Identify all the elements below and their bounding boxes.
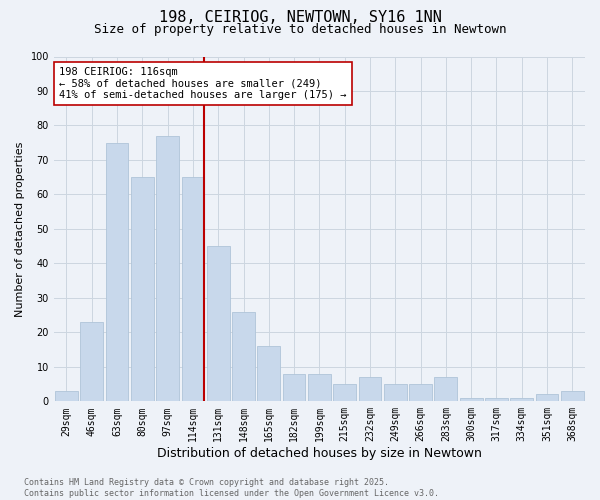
Bar [308, 374, 331, 402]
Bar [257, 346, 280, 402]
X-axis label: Distribution of detached houses by size in Newtown: Distribution of detached houses by size … [157, 447, 482, 460]
Bar [80, 322, 103, 402]
Bar [434, 377, 457, 402]
Text: 198 CEIRIOG: 116sqm
← 58% of detached houses are smaller (249)
41% of semi-detac: 198 CEIRIOG: 116sqm ← 58% of detached ho… [59, 67, 347, 100]
Text: 198, CEIRIOG, NEWTOWN, SY16 1NN: 198, CEIRIOG, NEWTOWN, SY16 1NN [158, 10, 442, 25]
Bar [511, 398, 533, 402]
Bar [460, 398, 482, 402]
Text: Size of property relative to detached houses in Newtown: Size of property relative to detached ho… [94, 22, 506, 36]
Bar [384, 384, 407, 402]
Bar [156, 136, 179, 402]
Text: Contains HM Land Registry data © Crown copyright and database right 2025.
Contai: Contains HM Land Registry data © Crown c… [24, 478, 439, 498]
Bar [409, 384, 432, 402]
Y-axis label: Number of detached properties: Number of detached properties [15, 141, 25, 316]
Bar [359, 377, 382, 402]
Bar [485, 398, 508, 402]
Bar [106, 142, 128, 402]
Bar [131, 177, 154, 402]
Bar [232, 312, 255, 402]
Bar [283, 374, 305, 402]
Bar [182, 177, 205, 402]
Bar [334, 384, 356, 402]
Bar [536, 394, 559, 402]
Bar [561, 391, 584, 402]
Bar [55, 391, 78, 402]
Bar [207, 246, 230, 402]
